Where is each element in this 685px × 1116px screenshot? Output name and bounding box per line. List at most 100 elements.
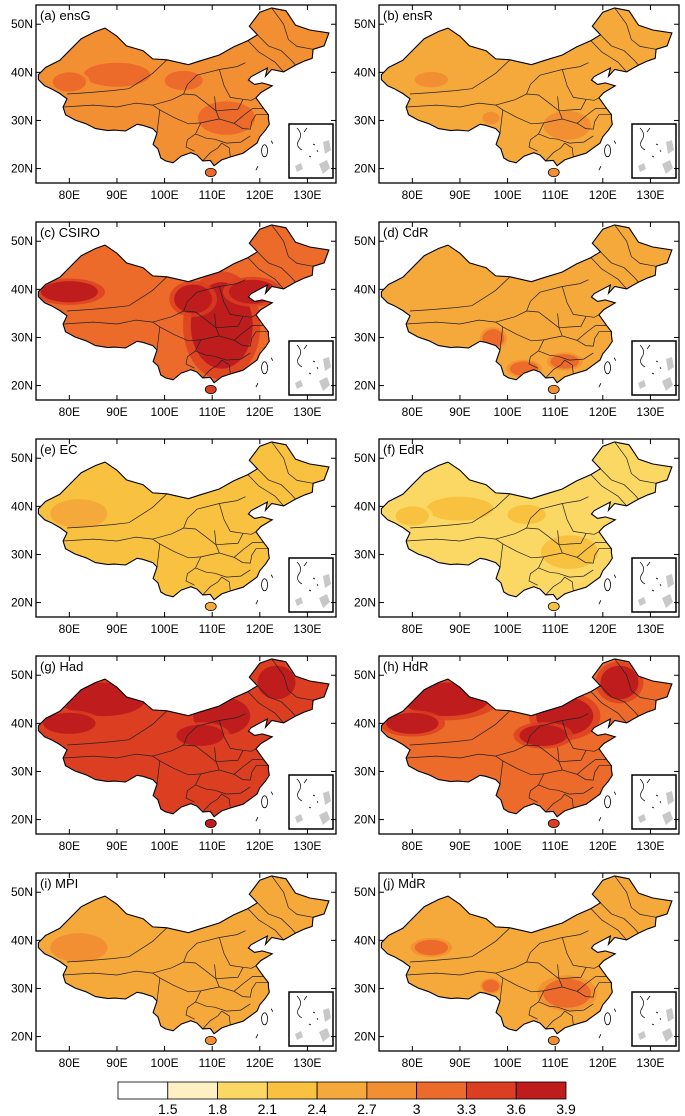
warming-hotspot — [550, 354, 579, 369]
colorbar-tick-label: 1.8 — [208, 1101, 228, 1116]
lat-tick-label: 30N — [11, 330, 33, 344]
map-frame — [35, 655, 337, 835]
panel-label: (j) MdR — [383, 876, 426, 891]
province-boundary — [614, 7, 657, 50]
boundary-dash — [255, 140, 274, 171]
colorbar-tick-label: 3.3 — [457, 1101, 477, 1116]
province-boundary — [600, 468, 639, 500]
province-boundary — [247, 691, 284, 724]
province-boundary — [600, 34, 639, 66]
province-boundary — [218, 286, 257, 318]
province-boundary — [195, 784, 251, 795]
china-fill — [38, 875, 329, 1034]
map-svg: 50N 40N 30N 20N 80E 90E 100E 110E 120E 130E (c) CS… — [11, 221, 337, 419]
colorbar-swatch — [117, 1081, 169, 1100]
province-boundary — [183, 496, 246, 529]
china-warming-field — [38, 441, 329, 600]
warming-hotspot — [43, 712, 96, 734]
province-boundary — [183, 713, 246, 746]
lon-tick-label: 130E — [636, 405, 664, 419]
province-boundary — [218, 69, 257, 101]
map-svg: 50N 40N 30N 20N 80E 90E 100E 110E 120E 130E (b) en… — [354, 4, 680, 202]
province-boundary — [271, 224, 314, 267]
province-boundary — [195, 133, 251, 144]
warming-hotspot — [540, 535, 599, 569]
province-boundary — [561, 69, 600, 101]
province-boundary — [502, 326, 563, 342]
province-boundary — [185, 556, 202, 586]
lon-tick-label: 100E — [494, 405, 522, 419]
colorbar-tick-label: 3 — [413, 1101, 421, 1116]
lon-tick-label: 100E — [151, 622, 179, 636]
province-boundary — [66, 710, 168, 746]
province-boundary — [528, 339, 545, 369]
inset-land — [295, 574, 331, 608]
province-boundary — [600, 685, 639, 717]
lat-tick-label: 30N — [11, 113, 33, 127]
province-boundary — [538, 567, 594, 578]
province-boundary — [257, 468, 296, 500]
inset-coastline — [296, 995, 319, 1026]
lat-tick-label: 40N — [354, 65, 376, 79]
warming-hotspot — [426, 496, 494, 521]
warming-hotspot — [257, 665, 296, 700]
lon-tick-label: 110E — [199, 188, 226, 202]
province-boundary — [561, 503, 600, 535]
province-boundary — [204, 750, 244, 763]
province-boundary — [195, 567, 251, 578]
warming-hotspot — [50, 933, 108, 962]
warming-hotspot — [386, 712, 439, 734]
province-boundary — [204, 533, 244, 546]
lon-tick-label: 80E — [402, 622, 423, 636]
inset-land — [295, 357, 331, 391]
boundary-dash — [255, 574, 274, 605]
map-frame — [378, 655, 680, 835]
colorbar-tick-label: 2.1 — [258, 1101, 278, 1116]
lat-tick-label: 20N — [354, 379, 376, 393]
province-boundary — [538, 1001, 594, 1012]
warming-hotspot — [40, 281, 98, 303]
inset-coastline — [639, 561, 662, 592]
province-boundary — [528, 990, 545, 1020]
china-outline — [380, 441, 673, 601]
province-boundary — [547, 967, 587, 980]
lat-tick-label: 40N — [11, 282, 33, 296]
lon-tick-label: 90E — [449, 622, 470, 636]
province-boundary — [233, 982, 269, 998]
panel-label: (c) CSIRO — [40, 225, 100, 240]
inset-coastline — [296, 344, 319, 375]
province-boundary — [495, 961, 549, 974]
province-boundary — [233, 331, 269, 347]
province-boundary — [502, 977, 563, 993]
china-outline — [37, 7, 330, 167]
province-boundary — [526, 930, 589, 963]
province-boundary — [495, 310, 549, 323]
panel-label: (b) ensR — [383, 8, 433, 23]
map-panel-6: 50N 40N 30N 20N 80E 90E 100E 110E 120E 130E (f) Ed… — [343, 434, 685, 646]
lon-tick-label: 130E — [293, 622, 321, 636]
province-boundary — [547, 750, 587, 763]
lon-tick-label: 110E — [542, 839, 569, 853]
lon-tick-label: 110E — [542, 405, 569, 419]
panel-label: (d) CdR — [383, 225, 429, 240]
lon-tick-label: 90E — [449, 839, 470, 853]
warming-hotspot — [176, 724, 225, 746]
map-panel-7: 50N 40N 30N 20N 80E 90E 100E 110E 120E 130E (g) Ha… — [0, 651, 342, 863]
lon-tick-label: 100E — [494, 188, 522, 202]
province-boundary — [257, 902, 296, 934]
lat-tick-label: 50N — [11, 234, 33, 248]
lon-tick-label: 130E — [293, 1056, 321, 1070]
lat-tick-label: 40N — [11, 933, 33, 947]
panel-label: (i) MPI — [40, 876, 78, 891]
lat-tick-label: 30N — [354, 113, 376, 127]
colorbar-tick-label: 1.5 — [158, 1101, 178, 1116]
province-boundary — [233, 765, 269, 781]
map-svg: 50N 40N 30N 20N 80E 90E 100E 110E 120E 130E (a) en… — [11, 4, 337, 202]
lat-tick-label: 50N — [11, 885, 33, 899]
lon-tick-label: 90E — [449, 1056, 470, 1070]
province-boundary — [218, 720, 257, 752]
lon-tick-label: 110E — [199, 1056, 226, 1070]
province-boundary — [271, 7, 314, 50]
province-boundary — [538, 350, 594, 361]
lon-tick-label: 100E — [494, 622, 522, 636]
